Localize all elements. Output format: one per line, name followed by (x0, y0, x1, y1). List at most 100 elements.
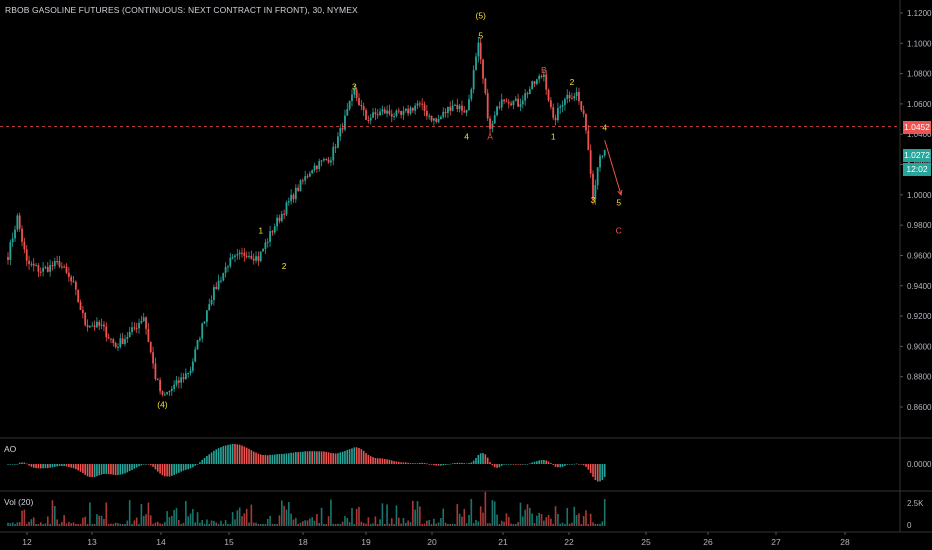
ao-bar (72, 464, 75, 469)
price-tick-label: 0.9800 (907, 221, 932, 230)
volume-bar (96, 514, 98, 526)
volume-bar (383, 523, 386, 526)
volume-bar (547, 514, 550, 526)
candle-body (461, 105, 463, 111)
candle-body (479, 42, 482, 60)
volume-bar (325, 523, 328, 526)
volume-bar (194, 522, 196, 526)
ao-bar (156, 464, 159, 472)
ao-bar (75, 464, 77, 470)
candle-body (243, 252, 246, 256)
ao-bar (582, 464, 585, 466)
volume-bar (400, 523, 402, 526)
wave-label: 5 (478, 31, 483, 41)
ao-bar (194, 464, 196, 466)
price-tick-label: 1.1000 (907, 39, 932, 48)
volume-bar (592, 522, 594, 526)
volume-bar (348, 522, 351, 526)
candle-body (194, 349, 197, 362)
volume-bar (217, 523, 220, 526)
volume-bar (458, 513, 461, 526)
candle-body (89, 326, 91, 328)
ao-bar (454, 463, 456, 464)
candle-body (241, 252, 243, 254)
candle-body (596, 167, 599, 186)
volume-bar (304, 520, 306, 526)
ao-bar (110, 464, 112, 475)
volume-bar (185, 500, 187, 526)
volume-bar (299, 522, 302, 526)
volume-bar (320, 507, 323, 526)
ao-bar (339, 452, 342, 464)
volume-bar (105, 502, 108, 526)
ao-bar (128, 464, 131, 472)
volume-bar (199, 522, 201, 526)
candle-body (512, 100, 515, 106)
volume-bar (250, 504, 253, 526)
volume-bar (582, 516, 585, 526)
candle-body (292, 194, 295, 200)
ao-bar (589, 464, 592, 473)
ao-bar (189, 464, 192, 469)
ao-bar (573, 463, 576, 465)
candle-body (227, 266, 229, 268)
candle-body (14, 229, 16, 239)
volume-bar (28, 521, 30, 526)
price-tick-label: 0.9600 (907, 251, 932, 260)
ao-bar (358, 448, 360, 464)
volume-bar (306, 520, 309, 526)
volume-bar (285, 509, 288, 526)
ao-bar (578, 463, 580, 465)
volume-bar (505, 513, 508, 526)
ao-bar (89, 464, 91, 477)
candle-body (67, 272, 70, 277)
price-tick-label: 1.0400 (907, 130, 932, 139)
candle-body (503, 99, 505, 102)
volume-bar (124, 523, 126, 526)
volume-bar (545, 517, 547, 526)
candle-body (147, 328, 150, 342)
candle-body (442, 111, 445, 117)
volume-bar (316, 514, 318, 526)
current-price-badge: 1.0272 (903, 149, 931, 162)
candle-body (365, 110, 367, 121)
volume-bar (390, 518, 393, 526)
volume-bar (11, 522, 14, 526)
candle-body (337, 136, 339, 148)
ao-bar (42, 464, 44, 469)
candle-body (589, 150, 592, 174)
ao-bar (554, 464, 557, 467)
volume-bar (79, 523, 82, 526)
candle-body (507, 102, 510, 104)
ao-bar (16, 464, 19, 465)
volume-bar (531, 513, 533, 526)
ao-bar (383, 459, 386, 464)
volume-bar (566, 507, 569, 526)
ao-bar (472, 460, 475, 464)
volume-bar (68, 521, 70, 526)
candle-body (383, 109, 386, 114)
ao-bar (337, 453, 339, 464)
time-tick-label: 20 (427, 537, 437, 547)
volume-bar (91, 523, 94, 526)
volume-bar (311, 517, 313, 526)
volume-tick-label: 2.5K (907, 499, 924, 508)
ao-bar (407, 462, 409, 464)
candlestick-series (7, 36, 606, 397)
volume-bar (283, 505, 285, 526)
volume-bar (44, 523, 47, 526)
candle-body (355, 89, 358, 98)
ao-bar (229, 444, 232, 464)
candle-body (152, 352, 154, 364)
ao-bar (512, 464, 515, 465)
ao-bar (32, 464, 35, 468)
ao-bar (227, 444, 229, 464)
ao-bar (442, 464, 445, 466)
volume-bar (334, 524, 337, 526)
candle-body (250, 255, 253, 259)
volume-bar (262, 523, 264, 526)
ao-bar (540, 460, 543, 464)
ao-bar (344, 450, 346, 464)
